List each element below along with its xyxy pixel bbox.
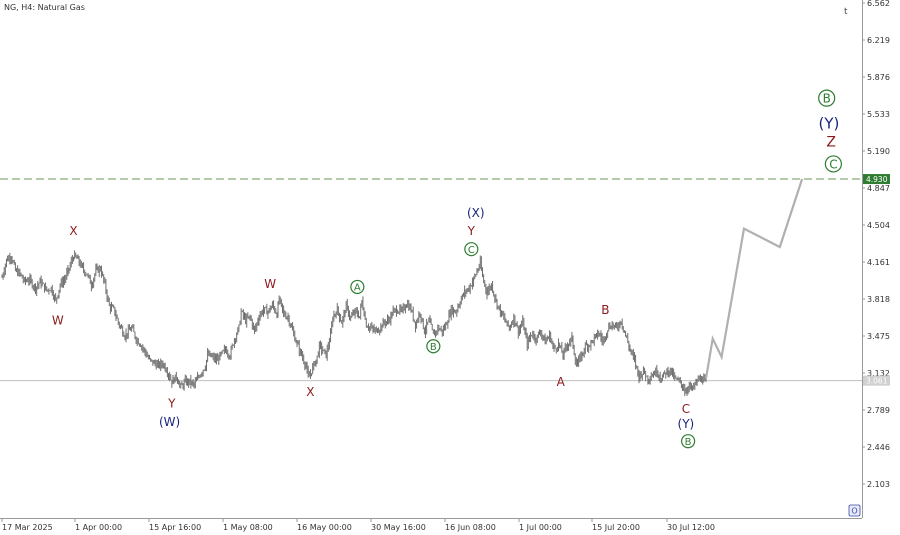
x-tick-label: 17 Mar 2025 [2, 523, 53, 532]
wave-label-text: A [354, 283, 361, 294]
wave-label-text: (Y) [678, 417, 695, 431]
wave-label: C [464, 242, 479, 257]
y-tick-label: 5.190 [867, 147, 890, 156]
x-tick-label: 15 Apr 16:00 [149, 523, 201, 532]
wave-circle [464, 242, 479, 257]
y-tick-label: 2.446 [867, 443, 890, 452]
wave-label: W [264, 277, 276, 291]
wave-label-text: B [430, 342, 437, 353]
wave-circle [818, 89, 836, 107]
time-axis: 17 Mar 2025 1 Apr 00:00 15 Apr 16:00 1 May … [1, 518, 715, 532]
wave-label-text: X [306, 385, 314, 399]
settings-glyph: O [851, 507, 857, 516]
wave-label-text: A [557, 375, 566, 389]
y-tick-label: 5.533 [867, 110, 890, 119]
y-tick-label: 2.789 [867, 406, 890, 415]
wave-circle [824, 155, 842, 173]
wave-label: X [306, 385, 314, 399]
wave-label: Y [167, 397, 176, 411]
wave-label-text: C [468, 245, 475, 256]
wave-circle [681, 434, 696, 449]
wave-label-text: B [823, 92, 831, 106]
wave-label-text: B [601, 303, 609, 317]
x-tick-label: 30 Jul 12:00 [667, 523, 715, 532]
wave-label-text: C [682, 402, 690, 416]
wave-label: C [682, 402, 690, 416]
wave-label-text: W [264, 277, 276, 291]
target-level-value: 4.930 [866, 175, 888, 184]
y-tick-label: 6.562 [867, 0, 890, 8]
wave-label-text: (Y) [818, 114, 839, 132]
horizontal-levels [0, 178, 862, 382]
wave-label: B [601, 303, 609, 317]
wave-label: (Y) [678, 417, 695, 431]
y-tick-label: 4.847 [867, 184, 890, 193]
y-tick-label: 2.103 [867, 480, 890, 489]
chart-settings-button[interactable]: O [848, 504, 861, 517]
wave-label: X [69, 224, 77, 238]
wave-label: A [557, 375, 566, 389]
forecast-line [704, 178, 804, 379]
x-tick-label: 1 Jul 00:00 [519, 523, 562, 532]
current-price-value: 3.061 [866, 377, 888, 386]
y-tick-label: 3.475 [867, 332, 890, 341]
wave-label: A [350, 279, 365, 295]
target-level-tag [863, 174, 890, 185]
current-price-tag [863, 375, 890, 386]
wave-circle [426, 339, 441, 354]
toolbar-glyph[interactable]: t [844, 7, 848, 17]
wave-label: B [681, 434, 696, 449]
wave-label: C [824, 155, 842, 173]
y-tick-label: 5.876 [867, 73, 890, 82]
wave-label-text: X [69, 224, 77, 238]
y-tick-label: 4.504 [867, 221, 890, 230]
symbol-title: NG, H4: Natural Gas [4, 3, 85, 12]
level-price-tags: 4.930 3.061 [863, 174, 890, 386]
wave-label: (Y) [818, 114, 839, 132]
wave-label: B [818, 89, 836, 107]
x-tick-label: 1 May 08:00 [223, 523, 273, 532]
wave-label: Z [826, 134, 836, 150]
x-tick-label: 16 Jun 08:00 [445, 523, 496, 532]
wave-circle [350, 279, 365, 295]
price-series [1, 250, 707, 397]
wave-label: Y [467, 224, 476, 238]
wave-label-text: B [685, 437, 692, 448]
wave-label: B [426, 339, 441, 354]
wave-label-text: (X) [467, 206, 485, 220]
price-axis: 6.562 6.219 5.876 5.533 5.190 4.847 4.504 4.161… [862, 0, 890, 489]
settings-icon [848, 504, 861, 517]
wave-label-text: C [829, 157, 837, 171]
wave-label-text: W [52, 314, 64, 328]
y-tick-label: 4.161 [867, 258, 890, 267]
forecast-path [704, 178, 804, 379]
wave-label: W [52, 314, 64, 328]
wave-label-text: Z [826, 134, 836, 150]
x-tick-label: 30 May 16:00 [371, 523, 426, 532]
wave-label-text: Y [167, 397, 176, 411]
x-tick-label: 1 Apr 00:00 [75, 523, 122, 532]
wave-label: (X) [467, 206, 485, 220]
x-tick-label: 15 Jul 20:00 [592, 523, 640, 532]
wave-label-text: (W) [159, 415, 180, 429]
wave-label-text: Y [467, 224, 476, 238]
y-tick-label: 3.132 [867, 369, 890, 378]
x-tick-label: 16 May 00:00 [297, 523, 352, 532]
wave-label: (W) [159, 415, 180, 429]
y-tick-label: 6.219 [867, 36, 890, 45]
y-tick-label: 3.818 [867, 295, 890, 304]
